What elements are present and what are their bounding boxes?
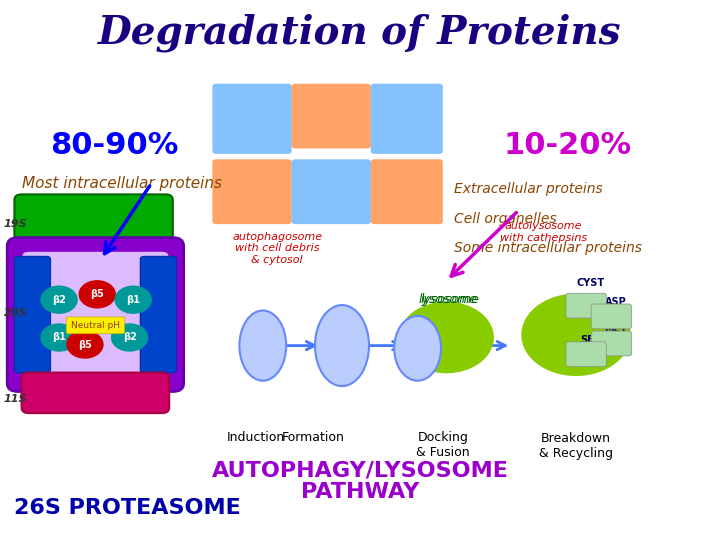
Ellipse shape: [395, 316, 441, 381]
FancyBboxPatch shape: [7, 238, 184, 392]
FancyBboxPatch shape: [14, 194, 173, 254]
FancyBboxPatch shape: [371, 159, 443, 224]
FancyBboxPatch shape: [66, 317, 125, 334]
Text: 80-90%: 80-90%: [50, 131, 179, 160]
Circle shape: [400, 302, 493, 373]
Text: CYST: CYST: [576, 279, 605, 288]
Text: Some intracellular proteins: Some intracellular proteins: [454, 241, 642, 255]
Text: β5: β5: [90, 289, 104, 299]
FancyBboxPatch shape: [292, 159, 371, 224]
Circle shape: [67, 331, 103, 358]
Text: 10-20%: 10-20%: [504, 131, 632, 160]
Text: autophagosome
with cell debris
& cytosol: autophagosome with cell debris & cytosol: [232, 232, 323, 265]
Text: 26S PROTEASOME: 26S PROTEASOME: [14, 498, 241, 518]
FancyBboxPatch shape: [140, 256, 176, 373]
Text: Induction: Induction: [227, 431, 284, 444]
FancyBboxPatch shape: [212, 84, 292, 154]
FancyBboxPatch shape: [292, 84, 371, 148]
FancyBboxPatch shape: [22, 251, 169, 378]
Text: β2: β2: [122, 333, 137, 342]
Circle shape: [41, 286, 77, 313]
Text: Degradation of Proteins: Degradation of Proteins: [98, 13, 622, 52]
Circle shape: [115, 286, 151, 313]
FancyBboxPatch shape: [14, 256, 50, 373]
Text: lysosome: lysosome: [420, 293, 480, 306]
Text: Extracellular proteins: Extracellular proteins: [454, 182, 603, 196]
Text: β1: β1: [52, 333, 66, 342]
Text: 11S: 11S: [4, 394, 27, 403]
Text: Neutral pH: Neutral pH: [71, 321, 120, 329]
FancyBboxPatch shape: [371, 84, 443, 154]
Circle shape: [522, 294, 630, 375]
Text: MET: MET: [604, 325, 627, 334]
Ellipse shape: [315, 305, 369, 386]
Text: β1: β1: [126, 295, 140, 305]
Circle shape: [41, 324, 77, 351]
Text: β5: β5: [78, 340, 92, 349]
Text: Cell organelles: Cell organelles: [454, 212, 557, 226]
FancyBboxPatch shape: [591, 304, 631, 329]
FancyBboxPatch shape: [566, 293, 606, 318]
Text: AUTOPHAGY/LYSOSOME: AUTOPHAGY/LYSOSOME: [212, 461, 508, 481]
FancyBboxPatch shape: [591, 331, 631, 356]
Text: autolysosome
with cathepsins: autolysosome with cathepsins: [500, 221, 588, 243]
FancyBboxPatch shape: [22, 373, 169, 413]
FancyBboxPatch shape: [566, 342, 606, 367]
Text: β2: β2: [52, 295, 66, 305]
Text: 20S: 20S: [4, 308, 27, 318]
Text: Breakdown
& Recycling: Breakdown & Recycling: [539, 431, 613, 460]
Text: PATHWAY: PATHWAY: [301, 482, 419, 502]
Circle shape: [79, 281, 115, 308]
Text: Docking
& Fusion: Docking & Fusion: [416, 431, 469, 460]
Text: Formation: Formation: [282, 431, 345, 444]
Text: SER: SER: [580, 335, 601, 345]
FancyBboxPatch shape: [212, 159, 292, 224]
Text: lysosome: lysosome: [419, 293, 478, 306]
Text: 19S: 19S: [4, 219, 27, 229]
Text: Most intracellular proteins: Most intracellular proteins: [22, 176, 222, 191]
Ellipse shape: [239, 310, 287, 381]
Text: ASP: ASP: [605, 298, 626, 307]
Circle shape: [112, 324, 148, 351]
